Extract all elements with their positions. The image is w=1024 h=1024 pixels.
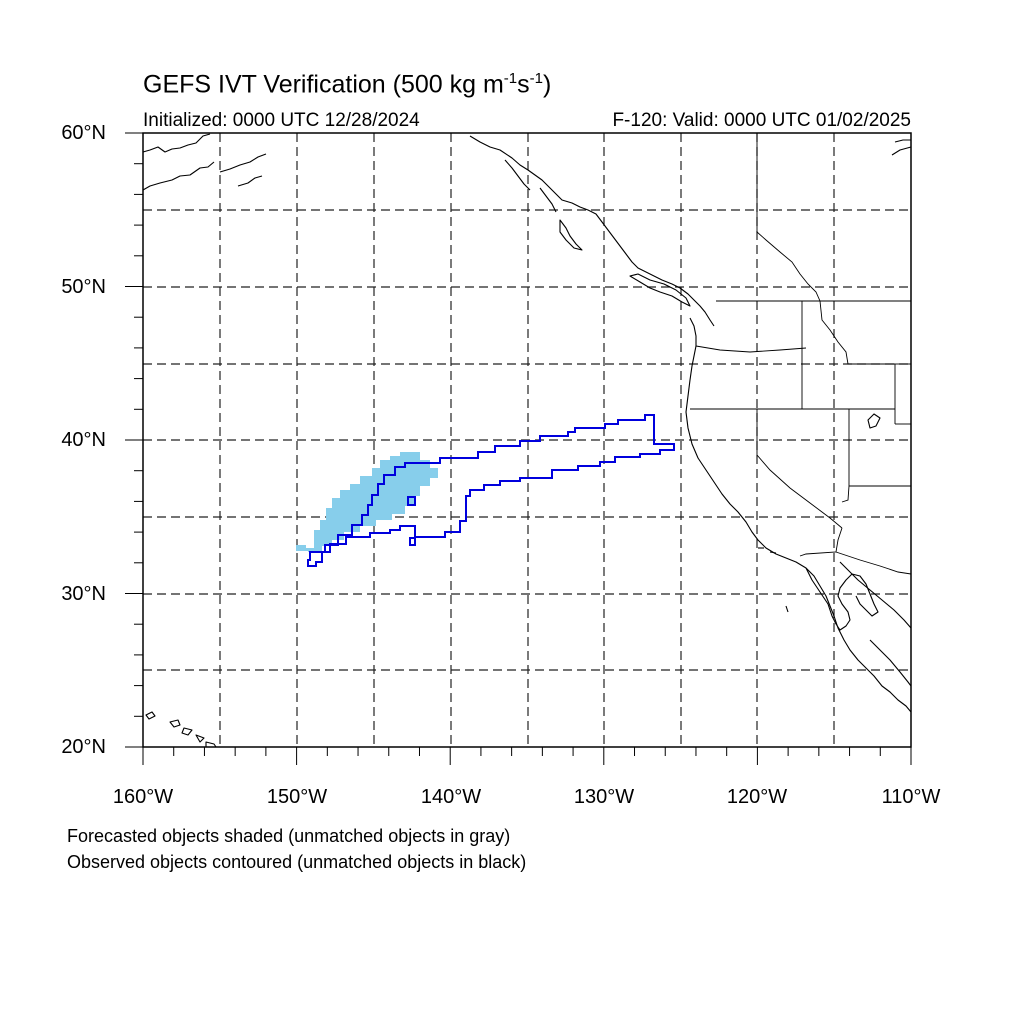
map-title: GEFS IVT Verification (500 kg m-1s-1) [143, 70, 552, 99]
lat-label-30: 30°N [61, 583, 106, 605]
lon-label-140w: 140°W [420, 786, 482, 808]
valid-time: F-120: Valid: 0000 UTC 01/02/2025 [612, 110, 911, 131]
lat-label-20: 20°N [61, 736, 106, 758]
lon-label-120w: 120°W [726, 786, 788, 808]
forecast-object [296, 452, 438, 552]
lon-label-160w: 160°W [112, 786, 174, 808]
lon-label-110w: 110°W [881, 786, 941, 808]
lon-label-130w: 130°W [573, 786, 635, 808]
map-frame [142, 132, 912, 748]
axis-ticks [125, 132, 912, 765]
observed-object [307, 414, 675, 567]
lat-label-50: 50°N [61, 276, 106, 298]
legend-observed: Observed objects contoured (unmatched ob… [67, 852, 527, 872]
init-time: Initialized: 0000 UTC 12/28/2024 [143, 110, 420, 131]
lat-label-40: 40°N [61, 429, 106, 451]
political-borders [690, 133, 912, 575]
lat-label-60: 60°N [61, 122, 106, 144]
legend-forecast: Forecasted objects shaded (unmatched obj… [67, 826, 511, 846]
lon-label-150w: 150°W [266, 786, 328, 808]
coastlines [142, 133, 912, 748]
